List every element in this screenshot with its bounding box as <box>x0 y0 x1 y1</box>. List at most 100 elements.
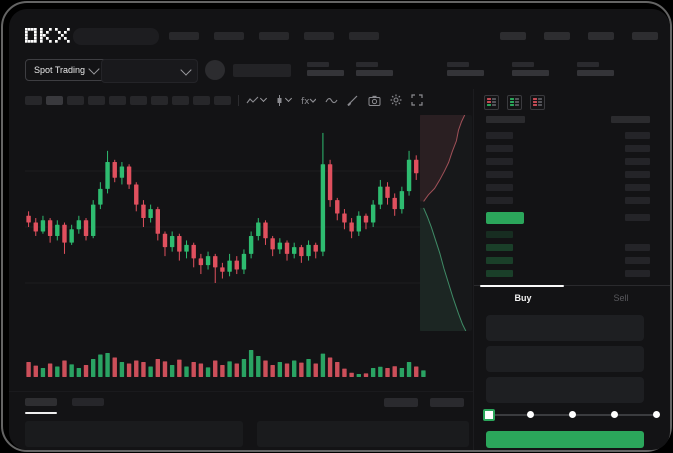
amount-placeholder <box>625 214 650 221</box>
ask-row[interactable] <box>486 142 650 155</box>
icon-bar <box>510 104 514 106</box>
timeframe-button[interactable] <box>25 95 42 105</box>
icon-bar <box>515 104 519 106</box>
toolbar-divider <box>238 94 239 106</box>
fullscreen-icon[interactable] <box>411 94 423 106</box>
coin-avatar <box>205 60 225 80</box>
camera-icon[interactable] <box>368 95 381 106</box>
amount-slider[interactable] <box>483 409 660 421</box>
indicators-fx-icon[interactable]: fx <box>300 95 316 106</box>
last-price-highlight[interactable] <box>486 211 524 224</box>
ask-amount-placeholder <box>625 158 650 165</box>
icon-bar <box>510 101 514 103</box>
bid-row[interactable] <box>486 228 650 241</box>
nav-item-placeholder[interactable] <box>349 32 379 40</box>
ticker-stat <box>356 62 393 76</box>
bottom-tab[interactable] <box>72 398 104 406</box>
top-nav <box>9 21 670 51</box>
icon-bar <box>487 101 491 103</box>
ask-row[interactable] <box>486 129 650 142</box>
bid-amount-placeholder <box>625 270 650 277</box>
active-tab-underline <box>25 412 57 414</box>
ask-row[interactable] <box>486 155 650 168</box>
candle-type-icon[interactable] <box>275 94 293 106</box>
ask-amount-placeholder <box>625 145 650 152</box>
timeframe-button[interactable] <box>46 95 63 105</box>
nav-item-placeholder[interactable] <box>500 32 526 40</box>
ask-amount-placeholder <box>625 171 650 178</box>
bid-row[interactable] <box>486 241 650 254</box>
ticker-stats-right <box>447 62 614 76</box>
candlestick-chart[interactable] <box>25 115 427 339</box>
table-panel[interactable] <box>257 421 469 447</box>
ticker-stats-left <box>307 62 393 76</box>
timeframe-button[interactable] <box>109 95 126 105</box>
bottom-tab[interactable] <box>25 398 57 414</box>
chart-style-icon[interactable] <box>246 94 268 106</box>
orderbook-bids <box>486 228 650 280</box>
bottom-action-button[interactable] <box>430 398 464 407</box>
ticker-stat <box>577 62 614 76</box>
order-input-field[interactable] <box>486 377 644 403</box>
slider-stop[interactable] <box>610 411 618 418</box>
icon-bar <box>538 98 542 100</box>
table-panel[interactable] <box>25 421 243 447</box>
market-type-dropdown[interactable]: Spot Trading <box>25 59 108 81</box>
nav-item-placeholder[interactable] <box>259 32 289 40</box>
bid-row[interactable] <box>486 254 650 267</box>
timeframe-button[interactable] <box>67 95 84 105</box>
ask-amount-placeholder <box>625 132 650 139</box>
stat-label-placeholder <box>447 62 469 67</box>
slider-stop[interactable] <box>652 411 660 418</box>
ask-row[interactable] <box>486 168 650 181</box>
trade-tabs: Buy Sell <box>474 285 670 310</box>
price-column-header-placeholder <box>486 116 525 123</box>
order-input-field[interactable] <box>486 346 644 372</box>
orderbook-header <box>486 116 650 123</box>
buy-submit-button[interactable] <box>486 431 644 448</box>
timeframe-button[interactable] <box>130 95 147 105</box>
bid-row[interactable] <box>486 267 650 280</box>
timeframe-button[interactable] <box>214 95 231 105</box>
nav-item-placeholder[interactable] <box>214 32 244 40</box>
nav-item-placeholder[interactable] <box>588 32 614 40</box>
tab-sell[interactable]: Sell <box>572 286 670 310</box>
bottom-action-button[interactable] <box>384 398 418 407</box>
svg-text:fx: fx <box>301 97 310 106</box>
icon-bar <box>538 101 542 103</box>
orderbook <box>486 116 650 280</box>
icon-bar <box>538 104 542 106</box>
volume-chart[interactable] <box>25 343 427 377</box>
ask-price-placeholder <box>486 145 513 152</box>
ask-amount-placeholder <box>625 197 650 204</box>
drawing-tools-icon[interactable] <box>347 95 359 106</box>
tab-buy[interactable]: Buy <box>474 286 572 310</box>
pair-selector-dropdown[interactable] <box>101 59 198 83</box>
nav-item-placeholder[interactable] <box>632 32 658 40</box>
slider-handle[interactable] <box>483 409 495 421</box>
overlay-line-icon[interactable] <box>325 95 338 106</box>
timeframe-button[interactable] <box>151 95 168 105</box>
book-both-icon[interactable] <box>484 95 499 110</box>
book-asks-icon[interactable] <box>530 95 545 110</box>
search-input[interactable] <box>73 28 159 45</box>
icon-bar <box>487 104 491 106</box>
nav-item-placeholder[interactable] <box>304 32 334 40</box>
settings-gear-icon[interactable] <box>390 94 402 106</box>
symbol-row: Spot Trading <box>9 57 670 87</box>
icon-bar <box>492 98 496 100</box>
timeframe-button[interactable] <box>88 95 105 105</box>
timeframe-button[interactable] <box>193 95 210 105</box>
okx-logo-pixels <box>25 28 70 43</box>
nav-item-placeholder[interactable] <box>169 32 199 40</box>
ask-row[interactable] <box>486 194 650 207</box>
slider-stop[interactable] <box>568 411 576 418</box>
order-input-field[interactable] <box>486 315 644 341</box>
book-bids-icon[interactable] <box>507 95 522 110</box>
timeframe-button[interactable] <box>172 95 189 105</box>
slider-stop[interactable] <box>526 411 534 418</box>
depth-chart[interactable] <box>420 115 472 331</box>
ask-row[interactable] <box>486 181 650 194</box>
nav-item-placeholder[interactable] <box>544 32 570 40</box>
pair-name-placeholder <box>233 64 291 77</box>
